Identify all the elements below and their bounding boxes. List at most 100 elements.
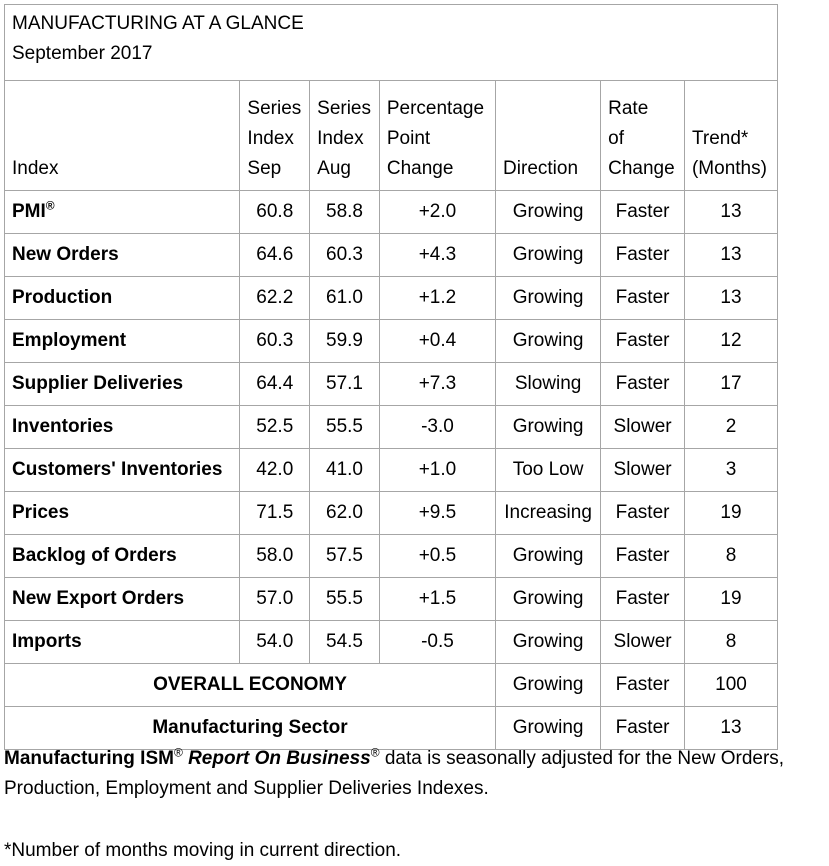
series-index-sep: 60.3	[239, 319, 311, 363]
header-sep-line-1: Series	[247, 98, 302, 119]
header-direction: Direction	[495, 80, 602, 191]
rate-of-change: Slower	[600, 448, 685, 492]
percentage-point-change: +0.5	[378, 534, 497, 578]
table-row: Prices 71.5 62.0 +9.5 Increasing Faster 19	[3, 491, 779, 535]
index-name: Inventories	[12, 416, 114, 437]
series-index-sep: 62.2	[239, 276, 311, 320]
table-row: New Export Orders 57.0 55.5 +1.5 Growing Fast…	[3, 577, 779, 621]
header-aug-line-2: Index	[317, 128, 364, 149]
direction: Growing	[495, 534, 602, 578]
index-name-cell: New Orders	[3, 233, 241, 277]
series-index-aug: 57.5	[309, 534, 380, 578]
header-aug-line-3: Aug	[317, 158, 351, 179]
series-index-aug: 59.9	[309, 319, 380, 363]
percentage-point-change: +9.5	[378, 491, 497, 535]
percentage-point-change: +1.0	[378, 448, 497, 492]
rate-of-change: Faster	[600, 491, 685, 535]
index-name: New Export Orders	[12, 588, 185, 609]
index-name: New Orders	[12, 244, 119, 265]
table-title: MANUFACTURING AT A GLANCE September 2017	[4, 4, 778, 81]
note-part-3: data is seasonally adjusted for the New …	[4, 748, 785, 799]
table-row: Imports 54.0 54.5 -0.5 Growing Slower 8	[3, 620, 779, 664]
index-name-cell: Employment	[3, 319, 241, 363]
series-index-aug: 54.5	[309, 620, 380, 664]
note-part-1: Manufacturing ISM	[4, 748, 174, 769]
index-name: Supplier Deliveries	[12, 373, 184, 394]
index-name: Production	[12, 287, 113, 308]
index-name-cell: Backlog of Orders	[3, 534, 241, 578]
header-direction-line-3: Direction	[503, 158, 579, 179]
header-pct-line-2: Point	[386, 128, 431, 149]
series-index-aug: 61.0	[309, 276, 380, 320]
header-rate-line-3: Change	[608, 158, 675, 179]
header-sep-line-2: Index	[247, 128, 294, 149]
direction: Increasing	[495, 491, 602, 535]
series-index-sep: 57.0	[239, 577, 311, 621]
header-rate-line-1: Rate	[608, 98, 649, 119]
direction: Slowing	[495, 362, 602, 406]
table-row: New Orders 64.6 60.3 +4.3 Growing Faster 13	[3, 233, 779, 277]
table-row: Inventories 52.5 55.5 -3.0 Growing Slower 2	[3, 405, 779, 449]
rate-of-change: Faster	[600, 233, 685, 277]
rate-of-change: Faster	[600, 663, 685, 707]
header-trend-line-3: (Months)	[691, 158, 767, 179]
header-aug-line-1: Series	[317, 98, 371, 119]
index-name-cell: Prices	[3, 491, 241, 535]
direction: Growing	[495, 233, 602, 277]
percentage-point-change: -3.0	[378, 405, 497, 449]
trend-months: 13	[683, 190, 779, 234]
series-index-aug: 60.3	[309, 233, 380, 277]
summary-label: Manufacturing Sector	[3, 706, 497, 750]
trend-months: 8	[683, 620, 779, 664]
series-index-aug: 57.1	[309, 362, 380, 406]
percentage-point-change: +7.3	[378, 362, 497, 406]
trend-months: 13	[683, 706, 779, 750]
header-trend-line-2: Trend*	[691, 128, 749, 149]
direction: Growing	[495, 706, 602, 750]
header-trend: Trend* (Months)	[683, 80, 779, 191]
trend-months: 17	[683, 362, 779, 406]
direction: Growing	[495, 663, 602, 707]
trend-months: 3	[683, 448, 779, 492]
table-row: Customers' Inventories 42.0 41.0 +1.0 Too Lo…	[3, 448, 779, 492]
title-row: MANUFACTURING AT A GLANCE September 2017	[4, 4, 778, 81]
registered-mark: ®	[45, 198, 55, 213]
percentage-point-change: +1.2	[378, 276, 497, 320]
header-aug: Series Index Aug	[309, 80, 380, 191]
trend-months: 2	[683, 405, 779, 449]
summary-label: OVERALL ECONOMY	[3, 663, 497, 707]
direction: Growing	[495, 577, 602, 621]
header-pct: Percentage Point Change	[378, 80, 497, 191]
table-row: Employment 60.3 59.9 +0.4 Growing Faster 12	[3, 319, 779, 363]
series-index-aug: 41.0	[309, 448, 380, 492]
direction: Growing	[495, 405, 602, 449]
index-name-cell: Inventories	[3, 405, 241, 449]
series-index-sep: 42.0	[239, 448, 311, 492]
summary-row: OVERALL ECONOMY Growing Faster 100	[3, 663, 779, 707]
index-name-cell: PMI®	[3, 190, 241, 234]
index-name: Backlog of Orders	[12, 545, 177, 566]
series-index-sep: 54.0	[239, 620, 311, 664]
direction: Growing	[495, 190, 602, 234]
header-rate-line-2: of	[608, 128, 624, 149]
index-name-cell: Production	[3, 276, 241, 320]
rate-of-change: Faster	[600, 276, 685, 320]
series-index-sep: 52.5	[239, 405, 311, 449]
rate-of-change: Slower	[600, 405, 685, 449]
index-name-cell: Imports	[3, 620, 241, 664]
trend-months: 8	[683, 534, 779, 578]
seasonal-adjustment-note: Manufacturing ISM® Report On Business® d…	[4, 744, 829, 804]
header-sep-line-3: Sep	[247, 158, 282, 179]
series-index-sep: 71.5	[239, 491, 311, 535]
index-name-cell: Customers' Inventories	[3, 448, 241, 492]
rate-of-change: Faster	[600, 319, 685, 363]
direction: Too Low	[495, 448, 602, 492]
index-name: Employment	[12, 330, 127, 351]
summary-row: Manufacturing Sector Growing Faster 13	[3, 706, 779, 750]
rate-of-change: Slower	[600, 620, 685, 664]
rate-of-change: Faster	[600, 190, 685, 234]
trend-months: 12	[683, 319, 779, 363]
title-line-1: MANUFACTURING AT A GLANCE	[12, 13, 304, 34]
series-index-sep: 58.0	[239, 534, 311, 578]
